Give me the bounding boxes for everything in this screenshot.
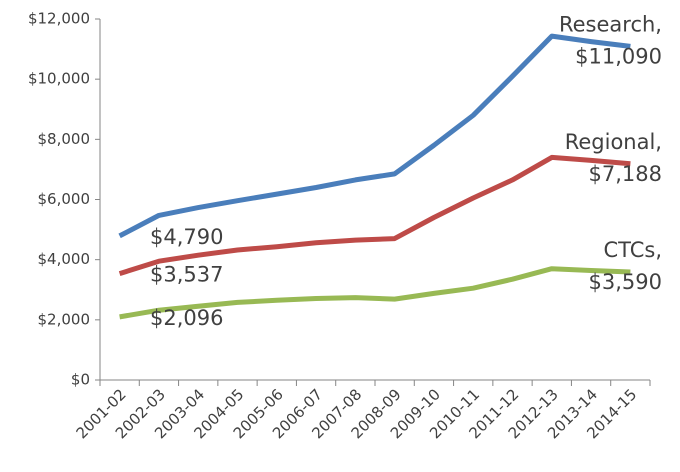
start-value-label: $2,096 [150, 306, 223, 330]
end-value-label: $11,090 [575, 44, 662, 68]
end-value-label: $3,590 [589, 270, 662, 294]
series-name-label: CTCs, [603, 238, 662, 262]
y-tick-label: $4,000 [38, 250, 91, 268]
series-name-label: Regional, [565, 130, 662, 154]
y-tick-label: $12,000 [28, 10, 90, 28]
y-tick-label: $6,000 [38, 190, 91, 208]
start-value-label: $3,537 [150, 263, 223, 287]
y-tick-label: $10,000 [28, 70, 90, 88]
series-name-label: Research, [559, 12, 662, 36]
y-tick-label: $0 [71, 371, 90, 389]
end-value-label: $7,188 [589, 162, 662, 186]
series-line [119, 266, 631, 320]
y-tick-label: $8,000 [38, 130, 91, 148]
y-tick-label: $2,000 [38, 310, 91, 328]
series-line [118, 33, 631, 239]
series-line [118, 154, 631, 276]
start-value-label: $4,790 [150, 225, 223, 249]
